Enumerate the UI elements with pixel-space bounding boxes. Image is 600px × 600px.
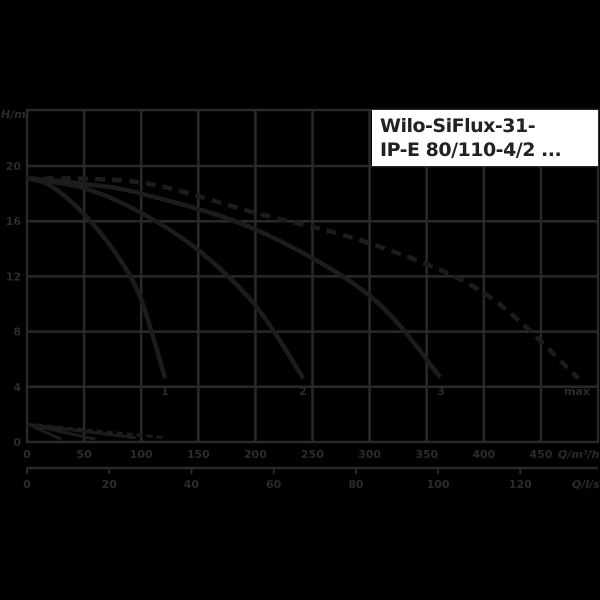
x2-tick-label: 60 [266,478,282,491]
curve-label-3: 3 [437,385,445,398]
x2-tick-label: 20 [102,478,118,491]
x2-tick-label: 100 [427,478,450,491]
curve-label-max: max [564,385,590,398]
x-tick-label: 350 [415,448,438,461]
chart-title-box: Wilo-SiFlux-31- IP-E 80/110-4/2 ... [372,110,598,166]
x2-tick-label: 120 [509,478,532,491]
x-tick-label: 150 [187,448,210,461]
curve-1 [26,176,168,380]
x-tick-label: 400 [472,448,495,461]
title-line-1: Wilo-SiFlux-31- [380,115,536,137]
x-tick-label: 100 [130,448,153,461]
y-axis-label: H/m [1,108,26,121]
x-axis-label: Q/m³/h [558,448,600,461]
x-tick-label: 250 [301,448,324,461]
x2-tick-label: 80 [348,478,364,491]
curve-2 [26,176,306,380]
curve-max [26,176,581,381]
curve-P-3 [26,422,136,440]
x-tick-label: 0 [23,448,31,461]
x-tick-label: 450 [529,448,552,461]
x-tick-label: 200 [244,448,267,461]
y-tick-label: 4 [13,381,21,394]
y-tick-label: 12 [6,270,21,283]
x2-tick-label: 40 [184,478,200,491]
curve-label-2: 2 [299,385,307,398]
y-tick-label: 16 [6,215,22,228]
title-line-2: IP-E 80/110-4/2 ... [380,139,562,161]
x2-tick-label: 0 [23,478,31,491]
x-tick-label: 300 [358,448,381,461]
y-tick-label: 20 [6,160,22,173]
y-tick-label: 8 [13,326,21,339]
curve-label-1: 1 [161,385,169,398]
x-tick-label: 50 [76,448,92,461]
x2-axis-label: Q/l/s [572,478,600,491]
curve-P-max [26,422,167,440]
curve-3 [26,176,443,379]
y-tick-label: 0 [13,436,21,449]
